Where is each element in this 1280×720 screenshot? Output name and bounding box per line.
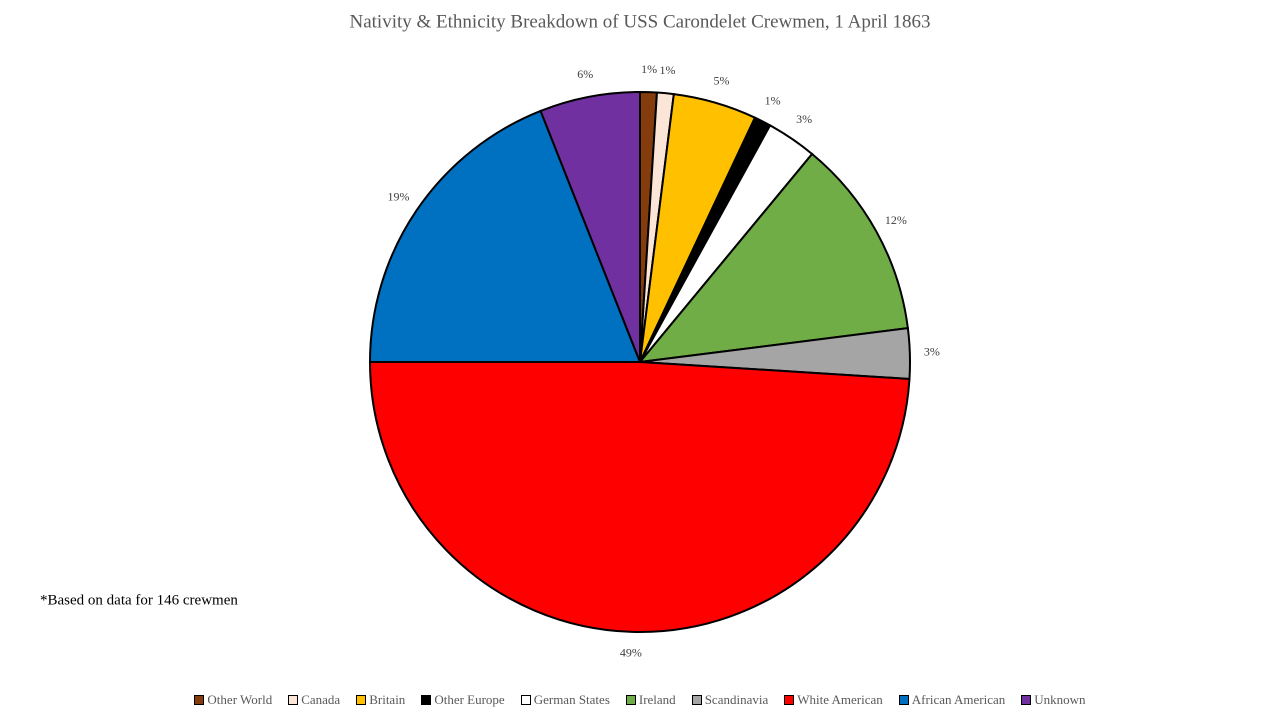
legend-item: Britain (356, 692, 405, 708)
data-label: 12% (885, 213, 907, 227)
legend-label: Canada (301, 692, 341, 707)
legend-item: Unknown (1021, 692, 1086, 708)
legend-item: Other World (194, 692, 272, 708)
data-label: 49% (620, 646, 642, 660)
legend-label: Scandinavia (704, 692, 769, 707)
legend-item: White American (784, 692, 883, 708)
legend-item: Other Europe (421, 692, 505, 708)
legend-label: Ireland (638, 692, 676, 707)
data-label: 1% (641, 62, 657, 76)
chart-title: Nativity & Ethnicity Breakdown of USS Ca… (349, 11, 930, 32)
legend-item: Scandinavia (691, 692, 769, 708)
legend-label: Unknown (1034, 692, 1086, 707)
legend-label: Britain (369, 692, 406, 707)
legend-label: German States (533, 692, 610, 707)
legend-label: Other World (207, 692, 273, 707)
pie-slice (368, 109, 642, 363)
legend-swatch (421, 695, 432, 705)
data-label: 6% (577, 67, 593, 81)
legend-swatch (520, 695, 531, 705)
data-label: 1% (659, 63, 675, 77)
legend: Other World Canada Britain Other Europe Germ… (0, 690, 1280, 710)
legend-item: Ireland (625, 692, 676, 708)
legend-item: German States (520, 692, 610, 708)
legend-swatch (898, 695, 909, 705)
legend-label: Other Europe (434, 692, 505, 707)
pie-slice (539, 90, 641, 363)
pie-slice (637, 152, 909, 364)
legend-swatch (356, 695, 367, 705)
legend-label: White American (797, 692, 883, 707)
data-label: 19% (387, 190, 409, 204)
legend-swatch (1021, 695, 1032, 705)
footnote: *Based on data for 146 crewmen (40, 592, 238, 608)
legend-swatch (194, 695, 205, 705)
legend-swatch (288, 695, 299, 705)
pie-slice (368, 361, 911, 633)
data-label: 3% (796, 112, 812, 126)
legend-item: Canada (288, 692, 340, 708)
legend-item: African American (898, 692, 1006, 708)
legend-swatch (625, 695, 636, 705)
data-label: 1% (765, 94, 781, 108)
legend-label: African American (911, 692, 1006, 707)
pie (368, 90, 911, 633)
data-label: 3% (924, 345, 940, 359)
legend-swatch (784, 695, 795, 705)
data-label: 5% (713, 73, 729, 87)
legend-swatch (691, 695, 702, 705)
